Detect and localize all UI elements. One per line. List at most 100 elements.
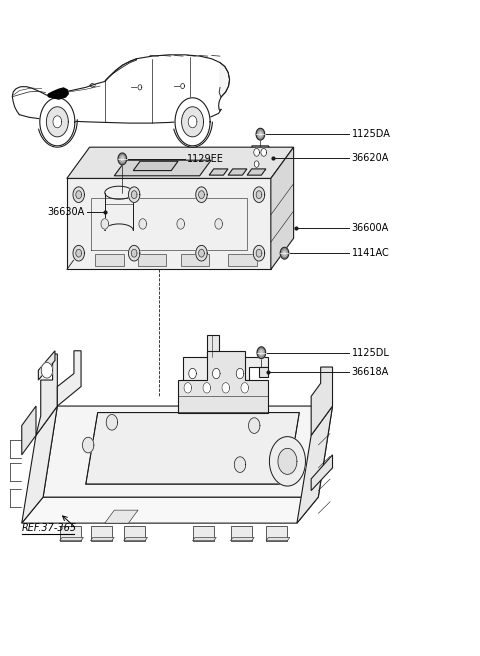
Polygon shape	[181, 107, 204, 137]
Text: REF.37-365: REF.37-365	[22, 523, 77, 533]
Polygon shape	[38, 351, 55, 380]
Polygon shape	[48, 88, 68, 99]
Polygon shape	[83, 438, 94, 453]
Polygon shape	[183, 396, 190, 406]
Polygon shape	[228, 169, 247, 175]
Bar	[228, 255, 257, 266]
Polygon shape	[67, 178, 271, 270]
Polygon shape	[254, 148, 260, 156]
Polygon shape	[297, 406, 333, 523]
Polygon shape	[53, 116, 62, 128]
Text: 1125DL: 1125DL	[351, 348, 389, 358]
Polygon shape	[179, 351, 268, 413]
Polygon shape	[76, 191, 82, 199]
Polygon shape	[256, 191, 262, 199]
Bar	[91, 526, 112, 541]
Bar	[192, 526, 214, 541]
Polygon shape	[105, 510, 138, 523]
Polygon shape	[118, 153, 127, 165]
Polygon shape	[138, 85, 142, 90]
Polygon shape	[86, 413, 300, 484]
Polygon shape	[256, 129, 264, 140]
Polygon shape	[180, 83, 184, 89]
Polygon shape	[209, 169, 228, 175]
Polygon shape	[271, 147, 294, 270]
Polygon shape	[139, 218, 146, 229]
Text: 36620A: 36620A	[351, 153, 389, 163]
Polygon shape	[254, 161, 259, 167]
Polygon shape	[91, 537, 114, 541]
Polygon shape	[40, 98, 75, 146]
Polygon shape	[36, 354, 57, 436]
Polygon shape	[106, 415, 118, 430]
Polygon shape	[311, 367, 333, 436]
Polygon shape	[57, 351, 81, 406]
Polygon shape	[76, 249, 82, 257]
Polygon shape	[73, 187, 84, 203]
Polygon shape	[132, 191, 137, 199]
Polygon shape	[199, 191, 204, 199]
Text: 1141AC: 1141AC	[351, 248, 389, 258]
Polygon shape	[192, 537, 216, 541]
Polygon shape	[189, 368, 196, 379]
Polygon shape	[269, 437, 305, 486]
Polygon shape	[105, 193, 133, 230]
Polygon shape	[280, 247, 289, 259]
Polygon shape	[101, 218, 108, 229]
Polygon shape	[252, 146, 271, 159]
Polygon shape	[129, 245, 140, 261]
Polygon shape	[183, 358, 268, 396]
Bar	[124, 526, 145, 541]
Polygon shape	[175, 98, 210, 146]
Bar	[266, 526, 288, 541]
Polygon shape	[22, 406, 57, 523]
Polygon shape	[105, 186, 133, 199]
Polygon shape	[311, 455, 333, 491]
Polygon shape	[129, 187, 140, 203]
Text: 1125DA: 1125DA	[351, 129, 390, 139]
Polygon shape	[184, 382, 192, 393]
Text: 1129EE: 1129EE	[187, 154, 224, 164]
Bar	[180, 255, 209, 266]
Polygon shape	[259, 367, 268, 377]
Polygon shape	[124, 537, 147, 541]
Polygon shape	[257, 347, 265, 359]
Polygon shape	[256, 249, 262, 257]
Polygon shape	[234, 457, 246, 472]
Text: 36600A: 36600A	[351, 224, 389, 234]
Polygon shape	[278, 448, 297, 474]
Polygon shape	[196, 245, 207, 261]
Polygon shape	[203, 382, 211, 393]
Polygon shape	[60, 537, 84, 541]
Polygon shape	[22, 497, 318, 523]
Polygon shape	[133, 161, 178, 171]
Bar	[230, 526, 252, 541]
Polygon shape	[249, 418, 260, 434]
Polygon shape	[268, 146, 276, 169]
Polygon shape	[213, 368, 220, 379]
Polygon shape	[120, 156, 124, 162]
Polygon shape	[188, 116, 197, 128]
Polygon shape	[207, 335, 219, 358]
Polygon shape	[22, 406, 36, 455]
Polygon shape	[245, 159, 276, 169]
Polygon shape	[261, 148, 266, 156]
Polygon shape	[253, 245, 264, 261]
Polygon shape	[215, 218, 222, 229]
Polygon shape	[219, 62, 229, 97]
Text: 36630A: 36630A	[47, 207, 84, 216]
Polygon shape	[247, 169, 266, 175]
Polygon shape	[177, 218, 184, 229]
Polygon shape	[41, 363, 53, 378]
Polygon shape	[282, 251, 287, 256]
Polygon shape	[132, 249, 137, 257]
Bar	[60, 526, 81, 541]
Bar	[138, 255, 167, 266]
Polygon shape	[259, 350, 264, 356]
Polygon shape	[47, 107, 68, 137]
Polygon shape	[73, 245, 84, 261]
Polygon shape	[241, 382, 249, 393]
Polygon shape	[196, 187, 207, 203]
Polygon shape	[199, 249, 204, 257]
Polygon shape	[43, 406, 333, 497]
